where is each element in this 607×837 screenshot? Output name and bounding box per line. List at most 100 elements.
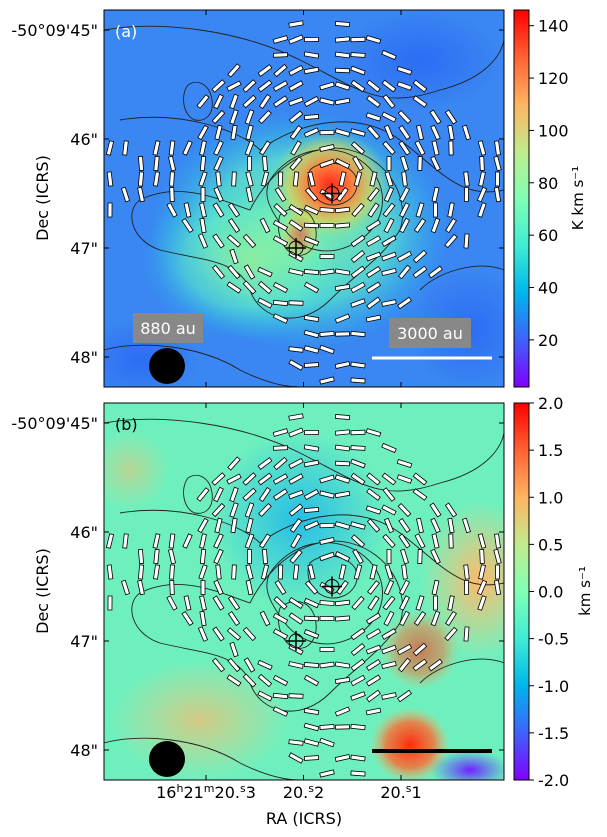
polarization-vector: [365, 35, 382, 44]
polarization-vector: [319, 661, 335, 669]
polarization-vector: [334, 51, 351, 59]
polarization-vector: [334, 283, 351, 292]
polarization-vector: [477, 533, 487, 549]
polarization-vector: [334, 706, 351, 717]
colorbar-tick-label: 0.5: [538, 535, 563, 554]
polarization-vector: [334, 490, 351, 499]
polarization-vector: [227, 657, 241, 673]
polarization-vector: [288, 739, 304, 746]
polarization-vector: [303, 707, 320, 716]
polarization-vector: [365, 612, 382, 625]
x-tick-label: 20.s1: [380, 782, 421, 802]
colorbar-tick-label: 1.5: [538, 441, 563, 460]
polarization-vector: [319, 344, 335, 355]
polarization-vector: [350, 52, 366, 58]
polarization-vector: [229, 109, 239, 125]
polarization-vector: [199, 202, 207, 218]
polarization-vector: [183, 202, 192, 218]
polarization-vector: [257, 659, 273, 671]
polarization-vector: [107, 202, 113, 218]
polarization-vector: [334, 158, 351, 169]
polarization-vector: [431, 533, 440, 549]
polarization-vector: [366, 95, 381, 108]
polarization-vector: [196, 94, 210, 109]
polarization-vector: [397, 502, 412, 518]
polarization-vector: [430, 610, 441, 627]
source-markers: [286, 183, 342, 651]
polarization-vector: [319, 144, 335, 152]
y-axis-label-b: Dec (ICRS): [33, 548, 52, 634]
polarization-vector: [199, 155, 207, 172]
polarization-vector: [106, 564, 114, 580]
polarization-vector: [288, 413, 304, 421]
polarization-vector: [137, 186, 145, 203]
polarization-vector: [226, 627, 242, 641]
polarization-vector: [288, 457, 304, 470]
polarization-vector: [399, 217, 410, 234]
polarization-vector: [381, 660, 397, 670]
polarization-vector: [396, 250, 413, 263]
polarization-vector: [383, 217, 395, 234]
polarization-vector: [463, 171, 470, 187]
polarization-vector: [478, 564, 486, 580]
polarization-vector: [319, 474, 335, 484]
polarization-vector: [211, 109, 226, 125]
colorbar-tick-label: 40: [538, 279, 558, 298]
polarization-vector: [303, 66, 320, 75]
polarization-vector: [444, 626, 458, 642]
polarization-vector: [273, 203, 288, 217]
polarization-vector: [365, 265, 382, 279]
polarization-vector: [272, 52, 289, 58]
polarization-vector: [258, 94, 272, 109]
polarization-vector: [365, 707, 382, 716]
polarization-vector: [334, 313, 351, 324]
polarization-vector: [198, 171, 208, 187]
polarization-vector: [213, 533, 224, 549]
polarization-vector: [274, 579, 287, 596]
polarization-vector: [303, 738, 320, 747]
polarization-vector: [365, 658, 382, 672]
polarization-vector: [244, 533, 255, 549]
polarization-vector: [386, 549, 392, 564]
polarization-vector: [292, 564, 300, 580]
polarization-vector: [351, 202, 365, 218]
polarization-vector: [412, 249, 428, 264]
polarization-vector: [197, 626, 209, 642]
polarization-vector: [414, 140, 426, 156]
polarization-vector: [429, 502, 442, 518]
polarization-vector: [334, 521, 351, 530]
polarization-vector: [386, 156, 392, 171]
polarization-vector: [319, 551, 335, 562]
polarization-vector: [169, 171, 175, 187]
polarization-vector: [166, 202, 178, 218]
polarization-vector: [289, 125, 303, 140]
polarization-vector: [398, 533, 411, 549]
polarization-vector: [338, 564, 347, 580]
polarization-vector: [288, 34, 304, 45]
polarization-vector: [493, 579, 502, 596]
polarization-vector: [400, 548, 409, 565]
polarization-vector: [226, 473, 242, 485]
polarization-vector: [444, 502, 458, 518]
polarization-vector: [198, 564, 208, 580]
polarization-vector: [350, 377, 366, 384]
polarization-vector: [231, 171, 237, 187]
polarization-vector: [461, 517, 472, 534]
polarization-vector: [366, 472, 381, 486]
polarization-vector: [365, 628, 382, 640]
polarization-vector: [181, 611, 194, 626]
polarization-vector: [288, 20, 304, 28]
polarization-vector: [319, 268, 335, 276]
polarization-vector: [197, 124, 209, 141]
colorbar-tick-label: 140: [538, 17, 569, 36]
polarization-vector: [272, 80, 289, 92]
polarization-vector: [493, 186, 502, 203]
polarization-vector: [137, 548, 145, 565]
polarization-vector: [352, 155, 364, 172]
polarization-vector: [381, 628, 397, 640]
polarization-vector: [303, 362, 320, 368]
y-tick-label: 46": [70, 523, 98, 542]
polarization-vector: [243, 264, 256, 280]
polarization-vector: [367, 187, 380, 202]
polarization-vector: [397, 689, 412, 703]
